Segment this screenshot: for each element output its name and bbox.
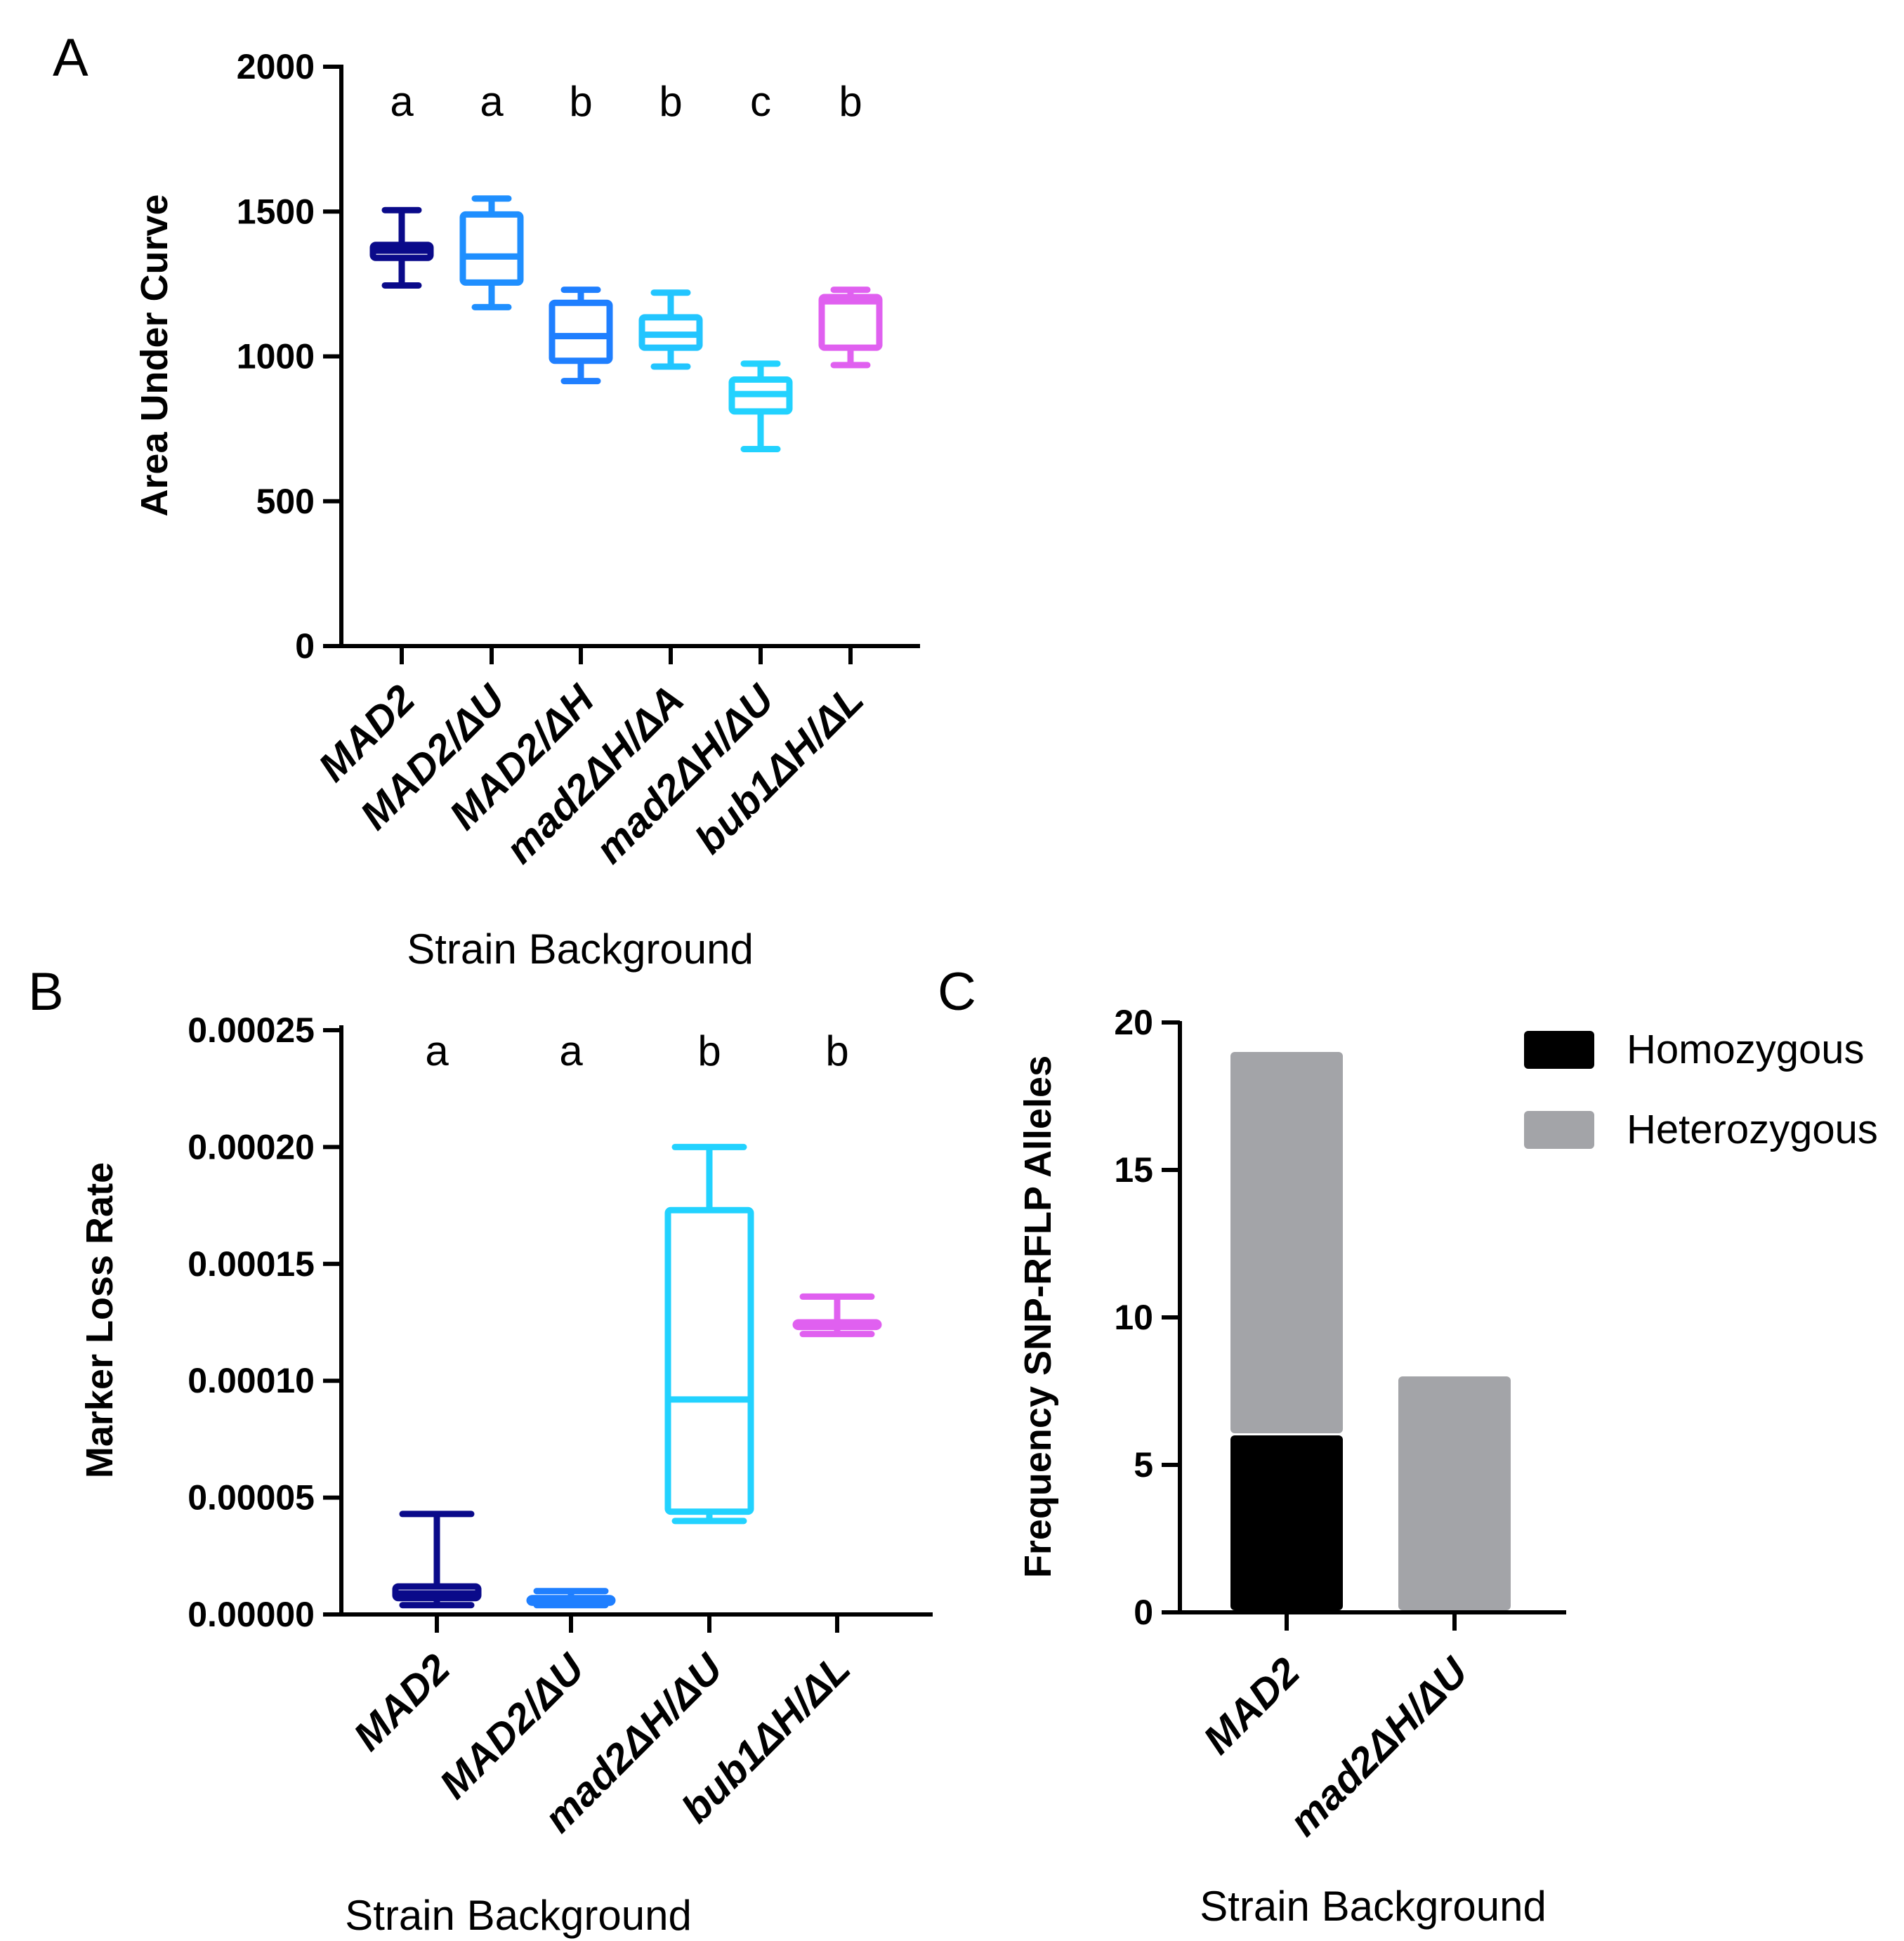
box-iqr — [664, 1206, 754, 1515]
panel-c-y-tick-label: 15 — [1114, 1150, 1153, 1190]
legend-swatch-heterozygous — [1524, 1111, 1594, 1149]
panel-b-x-axis-label: Strain Background — [345, 1892, 692, 1939]
box-mad2ΔH/ΔA — [638, 289, 703, 370]
legend-label-homozygous: Homozygous — [1627, 1027, 1864, 1072]
panel-a-y-axis-label: Area Under Curve — [133, 194, 176, 516]
panel-a-x-axis-label: Strain Background — [407, 926, 754, 973]
bar-heterozygous-mad2ΔH/ΔU — [1398, 1376, 1511, 1610]
box-MAD2 — [392, 1511, 482, 1609]
panel-c-letter: C — [938, 962, 976, 1022]
significance-letter: a — [480, 78, 504, 125]
significance-letter: b — [697, 1027, 721, 1074]
significance-letter: c — [750, 78, 771, 125]
category-label: mad2ΔH/ΔU — [1280, 1648, 1477, 1845]
significance-letter: a — [559, 1027, 583, 1074]
significance-letter: b — [569, 78, 592, 125]
panel-b-y-axis-label: Marker Loss Rate — [79, 1162, 121, 1478]
box-mad2ΔH/ΔU — [728, 360, 793, 452]
box-bub1ΔH/ΔL — [818, 287, 883, 369]
legend-swatch-homozygous — [1524, 1031, 1594, 1069]
panel-b-letter: B — [28, 962, 64, 1022]
panel-b-y-tick-label: 0.00010 — [188, 1361, 315, 1400]
category-label: MAD2 — [1195, 1649, 1308, 1763]
legend-label-heterozygous: Heterozygous — [1627, 1107, 1878, 1152]
box-iqr — [549, 299, 613, 364]
panel-c-y-axis-label: Frequency SNP-RFLP Alleles — [1017, 1055, 1059, 1578]
significance-letter: b — [825, 1027, 848, 1074]
panel-c-y-tick-label: 5 — [1134, 1445, 1153, 1485]
panel-b-y-tick-label: 0.00025 — [188, 1011, 315, 1050]
box-MAD2/ΔU — [526, 1588, 616, 1609]
panel-b: B 0.00000 0.00005 0.00010 0.00015 0.00020 0.0… — [28, 962, 933, 1939]
box-iqr — [818, 294, 883, 351]
box-MAD2/ΔU — [459, 195, 524, 310]
panel-a-letter: A — [53, 28, 88, 88]
panel-b-y-tick-label: 0.00000 — [188, 1595, 315, 1634]
panel-a-y-tick-label: 2000 — [237, 47, 315, 86]
significance-letter: b — [839, 78, 862, 125]
box-bub1ΔH/ΔL — [792, 1293, 882, 1338]
box-mad2ΔH/ΔU — [664, 1143, 754, 1525]
panel-a-y-tick-label: 0 — [295, 626, 315, 666]
significance-letter: a — [390, 78, 414, 125]
panel-c-y-tick-label: 10 — [1114, 1298, 1153, 1337]
significance-letter: a — [425, 1027, 449, 1074]
panel-b-y-tick-label: 0.00020 — [188, 1127, 315, 1166]
panel-b-y-tick-label: 0.00015 — [188, 1244, 315, 1284]
bar-homozygous-MAD2 — [1230, 1435, 1343, 1610]
panel-a-y-tick-label: 1500 — [237, 192, 315, 231]
panel-a-y-tick-label: 1000 — [237, 337, 315, 376]
box-MAD2/ΔH — [549, 287, 613, 385]
bar-heterozygous-MAD2 — [1230, 1052, 1343, 1433]
box-iqr — [459, 211, 524, 286]
box-MAD2 — [369, 206, 434, 289]
category-label: MAD2 — [345, 1645, 459, 1759]
panel-a-y-tick-label: 500 — [256, 482, 315, 521]
panel-c-y-tick-label: 20 — [1114, 1003, 1153, 1042]
panel-c-y-tick-label: 0 — [1134, 1593, 1153, 1632]
panel-c-x-axis-label: Strain Background — [1200, 1883, 1547, 1930]
panel-b-y-tick-label: 0.00005 — [188, 1478, 315, 1518]
significance-letter: b — [659, 78, 682, 125]
